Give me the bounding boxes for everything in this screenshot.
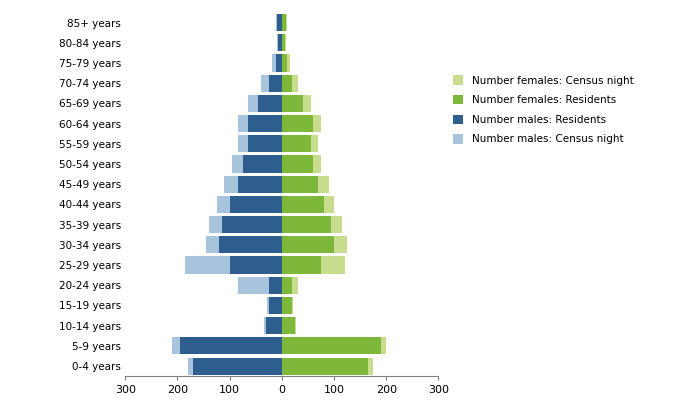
- Bar: [282, 54, 287, 71]
- Bar: [282, 115, 321, 132]
- Bar: [216, 196, 282, 213]
- Bar: [237, 176, 282, 193]
- Bar: [282, 357, 368, 375]
- Bar: [282, 357, 373, 375]
- Bar: [193, 357, 282, 375]
- Bar: [276, 14, 282, 31]
- Bar: [267, 297, 282, 314]
- Bar: [276, 14, 282, 31]
- Bar: [237, 277, 282, 294]
- Bar: [264, 317, 282, 334]
- Bar: [282, 236, 347, 253]
- Bar: [248, 135, 282, 153]
- Bar: [282, 115, 313, 132]
- Bar: [282, 75, 292, 92]
- Bar: [222, 216, 282, 233]
- Bar: [282, 34, 285, 51]
- Bar: [276, 54, 282, 71]
- Bar: [282, 54, 290, 71]
- Bar: [261, 75, 282, 92]
- Bar: [282, 196, 334, 213]
- Bar: [237, 115, 282, 132]
- Bar: [282, 34, 286, 51]
- Bar: [237, 135, 282, 153]
- Bar: [282, 236, 334, 253]
- Bar: [282, 14, 287, 31]
- Bar: [266, 317, 282, 334]
- Bar: [282, 297, 292, 314]
- Bar: [206, 236, 282, 253]
- Bar: [232, 155, 282, 173]
- Bar: [230, 257, 282, 274]
- Bar: [282, 297, 294, 314]
- Bar: [282, 14, 286, 31]
- Bar: [278, 34, 282, 51]
- Bar: [282, 176, 319, 193]
- Bar: [282, 196, 324, 213]
- Bar: [269, 75, 282, 92]
- Bar: [276, 34, 282, 51]
- Bar: [282, 95, 303, 112]
- Legend: Number females: Census night, Number females: Residents, Number males: Residents: Number females: Census night, Number fem…: [450, 72, 637, 148]
- Bar: [282, 155, 313, 173]
- Bar: [282, 75, 298, 92]
- Bar: [230, 196, 282, 213]
- Bar: [282, 317, 295, 334]
- Bar: [282, 277, 292, 294]
- Bar: [258, 95, 282, 112]
- Bar: [282, 95, 310, 112]
- Bar: [282, 257, 321, 274]
- Bar: [282, 135, 310, 153]
- Bar: [282, 216, 342, 233]
- Bar: [282, 135, 319, 153]
- Bar: [172, 337, 282, 354]
- Bar: [185, 257, 282, 274]
- Bar: [180, 337, 282, 354]
- Bar: [272, 54, 282, 71]
- Bar: [282, 337, 381, 354]
- Bar: [282, 337, 386, 354]
- Bar: [282, 317, 296, 334]
- Bar: [188, 357, 282, 375]
- Bar: [209, 216, 282, 233]
- Bar: [248, 95, 282, 112]
- Bar: [282, 216, 331, 233]
- Bar: [269, 297, 282, 314]
- Bar: [282, 257, 345, 274]
- Bar: [243, 155, 282, 173]
- Bar: [282, 155, 321, 173]
- Bar: [282, 277, 298, 294]
- Bar: [269, 277, 282, 294]
- Bar: [224, 176, 282, 193]
- Bar: [219, 236, 282, 253]
- Bar: [282, 176, 329, 193]
- Bar: [248, 115, 282, 132]
